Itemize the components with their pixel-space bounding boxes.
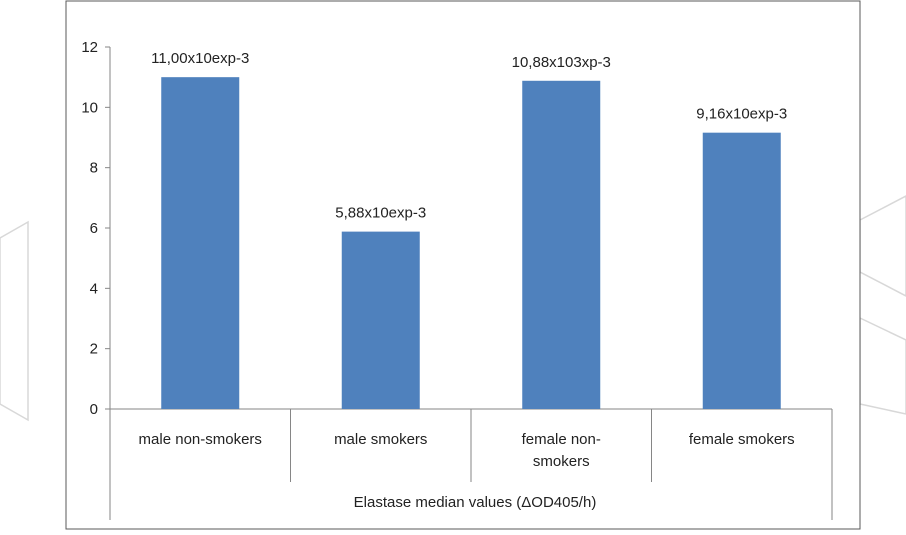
y-tick-label: 6 xyxy=(90,220,98,237)
y-tick-label: 8 xyxy=(90,160,98,177)
y-tick-label: 10 xyxy=(81,99,98,116)
x-tick-label: male smokers xyxy=(334,431,427,448)
data-label: 11,00x10exp-3 xyxy=(151,50,249,67)
bar xyxy=(702,132,781,409)
y-tick-label: 0 xyxy=(90,401,98,418)
x-tick-labels: male non-smokers male smokers female non-s… xyxy=(139,431,795,470)
y-tick-label: 4 xyxy=(90,280,98,297)
x-tick-label: smokers xyxy=(533,453,590,470)
bar xyxy=(161,77,240,410)
data-label: 9,16x10exp-3 xyxy=(696,106,787,123)
x-tick-label: female smokers xyxy=(689,431,795,448)
bars-group xyxy=(161,77,781,410)
right-decor-bottom-shape xyxy=(859,316,906,415)
data-label: 10,88x103xp-3 xyxy=(512,54,611,71)
bar xyxy=(522,80,601,409)
y-tick-label: 2 xyxy=(90,341,98,358)
data-label: 5,88x10exp-3 xyxy=(335,205,426,222)
x-axis-title: Elastase median values (ΔOD405/h) xyxy=(354,494,597,511)
y-tick-label: 12 xyxy=(81,39,98,56)
right-decor-top-shape xyxy=(859,195,906,297)
y-tick-labels: 0 2 4 6 8 10 12 xyxy=(81,39,98,418)
bar xyxy=(341,231,420,409)
data-labels-group: 11,00x10exp-3 5,88x10exp-3 10,88x103xp-3 9,… xyxy=(151,50,787,221)
x-tick-label: female non- xyxy=(522,431,601,448)
x-tick-label: male non-smokers xyxy=(139,431,262,448)
left-decor-shape xyxy=(0,220,29,422)
